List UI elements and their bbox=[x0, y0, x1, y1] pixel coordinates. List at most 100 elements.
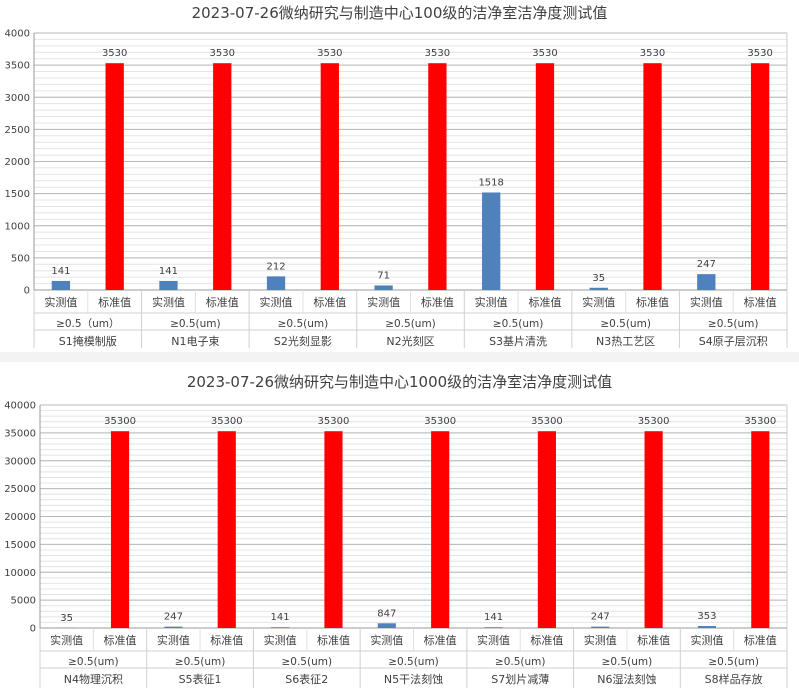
data-label: 35300 bbox=[211, 416, 243, 427]
bar-standard bbox=[324, 431, 343, 628]
data-label: 3530 bbox=[425, 48, 450, 59]
particle-size-label: ≥0.5(um) bbox=[175, 656, 226, 668]
particle-size-label: ≥0.5(um) bbox=[388, 656, 439, 668]
x-tick-label: 实测值 bbox=[152, 295, 185, 309]
data-label: 35300 bbox=[318, 416, 350, 427]
data-label: 141 bbox=[271, 612, 290, 623]
y-tick-label: 25000 bbox=[4, 484, 36, 495]
location-label: S8样品存放 bbox=[705, 672, 763, 686]
location-label: S3基片清洗 bbox=[489, 335, 547, 348]
y-tick-label: 40000 bbox=[4, 401, 36, 412]
x-tick-label: 实测值 bbox=[44, 295, 77, 309]
x-tick-label: 实测值 bbox=[477, 633, 510, 647]
bar-measured bbox=[374, 285, 393, 290]
x-tick-label: 标准值 bbox=[421, 295, 454, 309]
x-tick-label: 标准值 bbox=[313, 295, 346, 309]
location-label: S6表征2 bbox=[285, 672, 328, 686]
bar-measured bbox=[266, 276, 286, 290]
location-label: N2光刻区 bbox=[386, 334, 434, 348]
data-label: 35300 bbox=[424, 416, 456, 427]
particle-size-label: ≥0.5(um) bbox=[493, 318, 544, 330]
bar-standard bbox=[644, 431, 663, 628]
bar-standard bbox=[110, 431, 130, 628]
x-tick-label: 实测值 bbox=[367, 295, 400, 309]
particle-size-label: ≥0.5(um) bbox=[602, 656, 653, 668]
data-label: 141 bbox=[159, 266, 178, 277]
particle-size-label: ≥0.5(um) bbox=[708, 318, 759, 330]
x-tick-label: 实测值 bbox=[157, 633, 190, 647]
y-tick-label: 500 bbox=[11, 253, 30, 264]
data-label: 141 bbox=[51, 266, 70, 277]
x-tick-label: 实测值 bbox=[370, 633, 403, 647]
data-label: 141 bbox=[484, 612, 503, 623]
data-label: 35300 bbox=[638, 416, 670, 427]
data-label: 247 bbox=[164, 612, 183, 623]
y-tick-label: 3000 bbox=[5, 93, 30, 104]
location-label: N1电子束 bbox=[171, 335, 219, 348]
x-tick-label: 标准值 bbox=[744, 295, 777, 309]
x-tick-label: 实测值 bbox=[475, 295, 508, 309]
x-tick-label: 标准值 bbox=[98, 295, 131, 309]
particle-size-label: ≥0.5(um) bbox=[600, 318, 651, 330]
x-tick-label: 实测值 bbox=[584, 633, 617, 647]
bar-measured bbox=[159, 280, 178, 290]
y-tick-label: 5000 bbox=[11, 596, 36, 607]
x-tick-label: 标准值 bbox=[636, 295, 669, 309]
chart-panel-1000: 2023-07-26微纳研究与制造中心1000级的洁净室洁净度测试值 0 5000… bbox=[0, 362, 799, 692]
y-tick-label: 1000 bbox=[5, 221, 30, 232]
particle-size-label: ≥0.5(um) bbox=[281, 656, 332, 668]
x-tick-label: 标准值 bbox=[206, 295, 239, 309]
x-tick-label: 标准值 bbox=[317, 633, 350, 647]
bar-standard bbox=[217, 431, 236, 628]
particle-size-label: ≥0.5(um) bbox=[170, 318, 221, 330]
particle-size-label: ≥0.5(um) bbox=[278, 318, 329, 330]
bar-standard bbox=[428, 63, 447, 291]
chart-title: 2023-07-26微纳研究与制造中心100级的洁净室洁净度测试值 bbox=[191, 4, 608, 22]
chart-title: 2023-07-26微纳研究与制造中心1000级的洁净室洁净度测试值 bbox=[186, 373, 613, 391]
x-tick-label: 实测值 bbox=[690, 633, 723, 647]
y-tick-label: 0 bbox=[24, 286, 30, 297]
bar-measured bbox=[164, 626, 183, 628]
location-label: N6湿法刻蚀 bbox=[597, 672, 656, 686]
chart-svg-100: 0 500 1000 1500 2000 2500 3000 3500 4000 141 实测值 35… bbox=[5, 29, 788, 348]
bar-standard bbox=[105, 63, 124, 291]
bar-measured bbox=[697, 626, 717, 628]
bar-measured bbox=[589, 287, 608, 290]
bar-standard bbox=[751, 431, 770, 628]
particle-size-label: ≥0.5(um) bbox=[68, 656, 119, 668]
location-label: S7划片减薄 bbox=[491, 672, 549, 686]
data-label: 35300 bbox=[531, 416, 563, 427]
data-label: 3530 bbox=[210, 48, 235, 59]
data-label: 3530 bbox=[317, 48, 342, 59]
data-label: 3530 bbox=[532, 48, 557, 59]
particle-size-label: ≥0.5（um） bbox=[56, 318, 119, 330]
y-tick-label: 35000 bbox=[4, 428, 36, 439]
location-label: S2光刻显影 bbox=[274, 334, 332, 348]
bar-measured bbox=[271, 627, 290, 628]
y-tick-label: 0 bbox=[30, 624, 36, 635]
chart-panel-100: 2023-07-26微纳研究与制造中心100级的洁净室洁净度测试值 0 500 10… bbox=[0, 0, 799, 352]
data-label: 35 bbox=[60, 613, 73, 624]
data-label: 3530 bbox=[640, 48, 665, 59]
location-label: S4原子层沉积 bbox=[699, 335, 768, 348]
particle-size-label: ≥0.5(um) bbox=[495, 656, 546, 668]
y-tick-label: 2000 bbox=[5, 157, 30, 168]
x-tick-label: 标准值 bbox=[530, 633, 563, 647]
data-label: 3530 bbox=[747, 48, 772, 59]
particle-size-label: ≥0.5(um) bbox=[708, 656, 759, 668]
y-tick-label: 4000 bbox=[5, 29, 30, 40]
y-tick-label: 2500 bbox=[5, 125, 30, 136]
bar-measured bbox=[482, 192, 501, 290]
x-tick-label: 标准值 bbox=[637, 633, 670, 647]
bar-measured bbox=[484, 627, 503, 628]
x-tick-label: 标准值 bbox=[104, 633, 137, 647]
x-tick-label: 标准值 bbox=[744, 633, 777, 647]
x-tick-label: 标准值 bbox=[210, 633, 243, 647]
location-label: N5干法刻蚀 bbox=[384, 672, 443, 686]
y-tick-label: 15000 bbox=[4, 540, 36, 551]
y-tick-label: 3500 bbox=[5, 61, 30, 72]
data-label: 35300 bbox=[744, 416, 776, 427]
y-tick-label: 30000 bbox=[4, 456, 36, 467]
data-label: 71 bbox=[377, 270, 390, 281]
x-tick-label: 实测值 bbox=[582, 295, 615, 309]
